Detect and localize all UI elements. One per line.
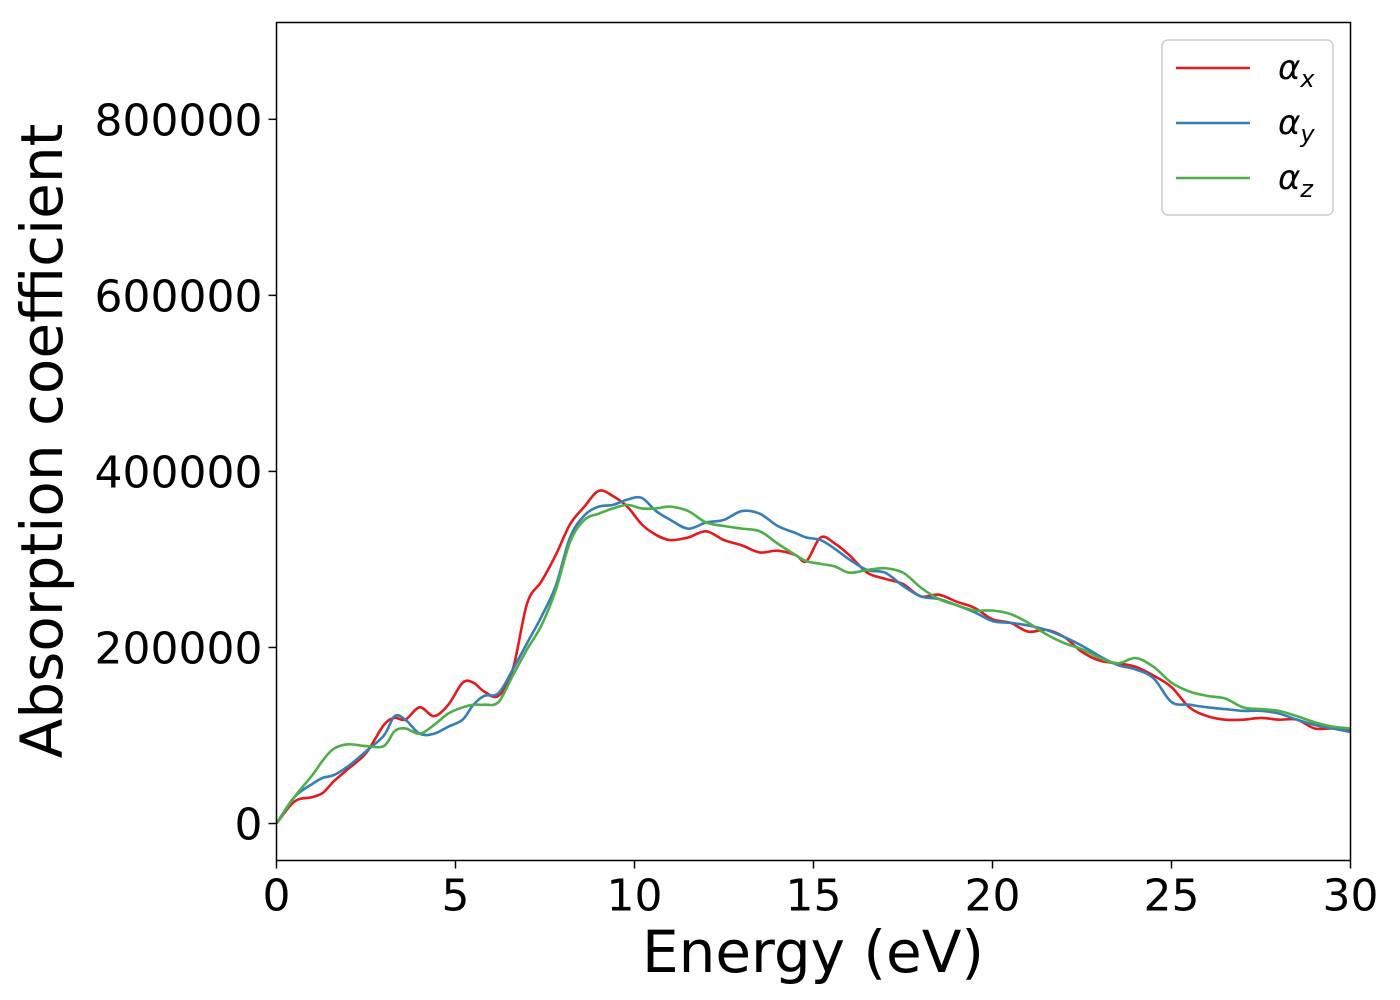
y-axis-title: Absorption coefficient <box>8 124 76 759</box>
y-tick-label: 600000 <box>95 271 263 322</box>
x-tick-label: 15 <box>786 871 842 922</box>
legend-label-y: αy <box>1278 103 1315 148</box>
legend-label-z: αz <box>1278 158 1314 203</box>
y-tick-label: 200000 <box>95 623 263 674</box>
x-axis-title: Energy (eV) <box>642 918 984 986</box>
y-tick-label: 400000 <box>95 447 263 498</box>
legend-box <box>1161 39 1334 216</box>
ticks-layer: 0 5 10 15 20 25 30 0 200000 400000 600000 800000 <box>95 95 1379 921</box>
legend: αx αy αz <box>1161 39 1334 216</box>
series-line-x <box>276 489 1351 825</box>
x-tick-label: 10 <box>607 871 663 922</box>
series-layer <box>276 489 1351 825</box>
series-line-z <box>276 503 1351 825</box>
legend-items: αx αy αz <box>1176 48 1315 203</box>
legend-label-x: αx <box>1278 48 1315 93</box>
y-tick-label: 0 <box>235 800 263 851</box>
x-tick-label: 5 <box>442 871 470 922</box>
x-tick-label: 30 <box>1323 871 1379 922</box>
x-tick-label: 20 <box>965 871 1021 922</box>
y-tick-label: 800000 <box>95 95 263 146</box>
x-tick-label: 0 <box>263 871 291 922</box>
x-tick-label: 25 <box>1144 871 1200 922</box>
series-line-y <box>276 495 1351 825</box>
